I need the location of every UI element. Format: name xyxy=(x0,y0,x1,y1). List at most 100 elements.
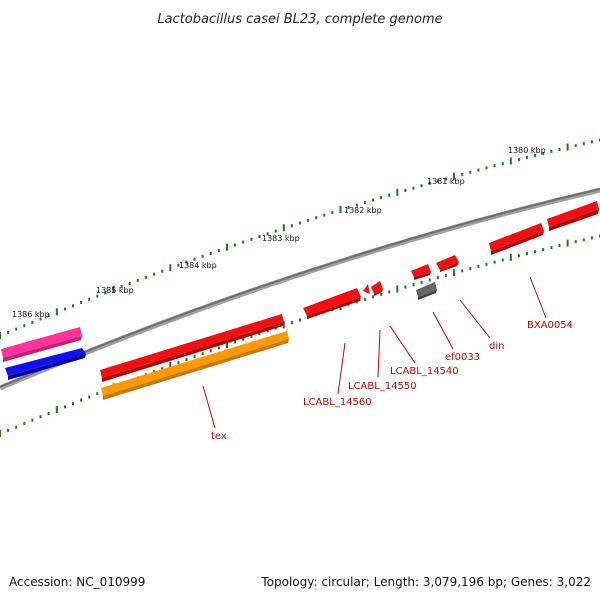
minor-tick xyxy=(558,244,561,248)
minor-tick xyxy=(96,392,99,396)
minor-tick xyxy=(193,257,196,261)
gene-ef0033-block[interactable] xyxy=(436,255,459,272)
major-tick xyxy=(226,243,228,251)
major-tick xyxy=(509,157,512,165)
minor-tick xyxy=(436,276,439,280)
minor-tick xyxy=(153,272,156,276)
minor-tick xyxy=(185,358,188,362)
major-tick xyxy=(453,172,456,180)
scale-label: 1386 kbp xyxy=(12,310,50,319)
gene-din-block[interactable] xyxy=(489,223,544,255)
gene-label-din: din xyxy=(489,341,504,352)
gene-label-lcabl-14540: LCABL_14540 xyxy=(390,366,459,377)
major-tick xyxy=(0,332,1,339)
minor-tick xyxy=(461,269,464,273)
gene-lcabl-14540-block[interactable] xyxy=(411,264,431,280)
major-tick xyxy=(453,269,456,277)
minor-tick xyxy=(542,151,545,155)
minor-tick xyxy=(250,334,253,338)
gene-lcabl-14550-block[interactable] xyxy=(363,281,383,296)
minor-tick xyxy=(234,243,237,247)
minor-tick xyxy=(444,177,447,181)
minor-tick xyxy=(590,140,593,144)
minor-tick xyxy=(323,213,326,217)
gene-bxa0054-block[interactable] xyxy=(547,201,599,231)
minor-tick xyxy=(250,237,253,241)
minor-tick xyxy=(234,340,237,344)
major-tick xyxy=(396,285,399,293)
minor-tick xyxy=(444,273,447,277)
minor-tick xyxy=(550,246,553,250)
genome-backbone xyxy=(0,187,600,391)
minor-tick xyxy=(209,252,212,255)
minor-tick xyxy=(47,314,50,318)
minor-tick xyxy=(201,254,204,258)
minor-tick xyxy=(542,248,545,252)
gene-lcabl-14560-block[interactable] xyxy=(303,288,361,319)
minor-tick xyxy=(104,291,107,295)
minor-tick xyxy=(574,144,577,148)
minor-tick xyxy=(7,331,10,335)
minor-tick xyxy=(209,349,212,353)
scale-label: 1383 kbp xyxy=(262,234,300,243)
minor-tick xyxy=(7,429,10,432)
minor-tick xyxy=(477,168,480,172)
minor-tick xyxy=(242,240,245,244)
minor-tick xyxy=(63,405,66,409)
gene-tex-block[interactable] xyxy=(100,314,284,382)
minor-tick xyxy=(558,148,561,151)
minor-tick xyxy=(128,282,131,285)
minor-tick xyxy=(307,218,310,222)
gene-orange-block[interactable] xyxy=(101,331,289,400)
gene-label-lcabl-14550: LCABL_14550 xyxy=(348,381,417,392)
minor-tick xyxy=(582,142,585,146)
minor-tick xyxy=(534,250,537,254)
minor-tick xyxy=(404,188,407,192)
major-tick xyxy=(339,206,342,213)
minor-tick xyxy=(39,317,42,321)
minor-tick xyxy=(469,170,472,174)
major-tick xyxy=(396,188,399,196)
minor-tick xyxy=(258,235,261,238)
accession-text: Accession: NC_010999 xyxy=(9,575,145,589)
label-leader-lines xyxy=(202,276,547,429)
scale-label: 1382 kbp xyxy=(344,206,382,215)
gene-pink-block[interactable] xyxy=(1,327,82,362)
minor-tick xyxy=(290,321,293,325)
minor-tick xyxy=(88,297,91,301)
minor-tick xyxy=(161,269,164,273)
minor-tick xyxy=(299,221,301,225)
minor-tick xyxy=(469,267,472,271)
minor-tick xyxy=(15,425,18,429)
minor-tick xyxy=(347,206,350,209)
outer-tick-track xyxy=(0,138,600,339)
genome-summary-text: Topology: circular; Length: 3,079,196 bp… xyxy=(260,575,591,589)
minor-tick xyxy=(372,198,374,202)
minor-tick xyxy=(23,422,26,426)
minor-tick xyxy=(177,263,180,267)
minor-tick xyxy=(153,370,156,374)
gene-gray-block[interactable] xyxy=(416,282,437,300)
minor-tick xyxy=(363,297,366,301)
minor-tick xyxy=(477,264,480,268)
scale-label: 1381 kbp xyxy=(427,177,465,186)
gene-blue-block[interactable] xyxy=(5,348,86,380)
minor-tick xyxy=(266,232,269,236)
major-tick xyxy=(282,224,285,232)
gene-label-tex: tex xyxy=(211,431,227,442)
major-tick xyxy=(112,285,115,293)
major-tick xyxy=(55,406,58,414)
minor-tick xyxy=(526,252,528,256)
minor-tick xyxy=(217,346,220,350)
minor-tick xyxy=(436,179,439,183)
minor-tick xyxy=(193,355,196,359)
minor-tick xyxy=(380,196,383,200)
minor-tick xyxy=(290,224,293,228)
minor-tick xyxy=(63,307,66,311)
major-tick xyxy=(226,341,228,348)
inner-tick-track xyxy=(0,234,600,437)
minor-tick xyxy=(161,367,164,371)
minor-tick xyxy=(501,258,504,262)
minor-tick xyxy=(72,402,74,405)
